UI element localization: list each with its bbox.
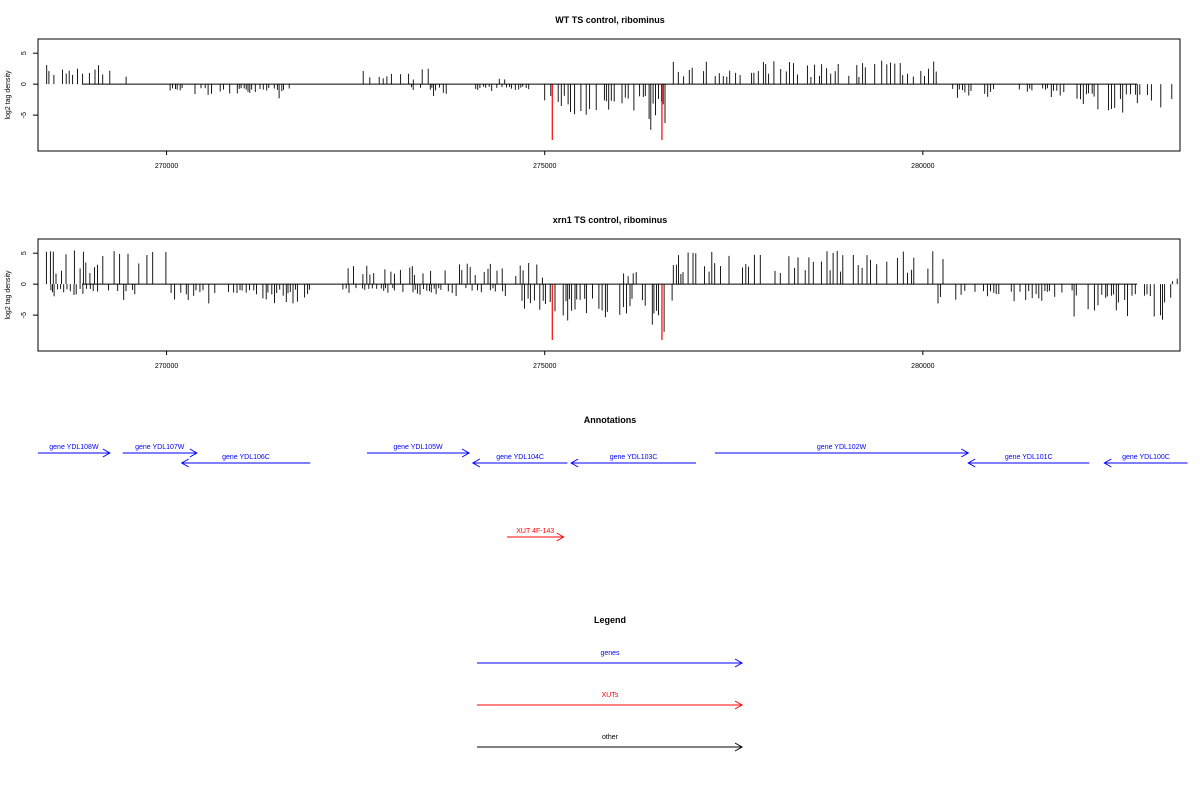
feature-label: XUT 4F-143 <box>516 528 554 535</box>
feature-label: gene YDL104C <box>496 454 544 461</box>
annotation-xut-4f-143: XUT 4F-143 <box>506 528 565 542</box>
feature-arrowhead <box>960 448 970 458</box>
annotation-gene-ydl101c: gene YDL101C <box>967 454 1090 468</box>
annotation-track: Annotations gene YDL108W gene YDL107Wgene… <box>38 415 1188 542</box>
annotation-gene-ydl107w: gene YDL107W <box>122 444 198 458</box>
feature-arrowhead <box>461 448 471 458</box>
annotation-gene-ydl102w: gene YDL102W <box>714 444 970 458</box>
x-tick-label: 280000 <box>911 163 934 170</box>
x-tick-label: 270000 <box>155 163 178 170</box>
y-tick-label: 0 <box>21 282 28 286</box>
feature-label: gene YDL107W <box>135 444 185 451</box>
wt-signal-bars <box>46 60 1173 140</box>
feature-arrowhead <box>1103 458 1112 468</box>
xrn1-signal-bars <box>45 250 1178 340</box>
wt-plot-frame <box>37 38 1181 152</box>
feature-label: gene YDL106C <box>222 454 270 461</box>
wt-x-axis: 270000 275000 280000 <box>155 151 935 170</box>
wt-y-axis: -5 0 5 <box>21 51 38 118</box>
legend-entry-other: other <box>477 734 744 752</box>
legend-entry-xut: XUTs <box>477 692 744 710</box>
legend-arrowhead <box>734 700 744 710</box>
legend-entry-gene: genes <box>477 650 744 668</box>
legend-arrowhead <box>734 742 744 752</box>
x-tick-label: 275000 <box>533 163 556 170</box>
legend-label: XUTs <box>602 692 619 699</box>
y-tick-label: -5 <box>21 312 28 318</box>
legend-entries: genes XUTs other <box>477 650 744 752</box>
x-tick-label: 280000 <box>911 363 934 370</box>
xrn1-panel-title: xrn1 TS control, ribominus <box>553 215 668 225</box>
xrn1-y-axis: -5 0 5 <box>21 251 38 318</box>
feature-label: gene YDL108W <box>49 444 99 451</box>
legend-title: Legend <box>594 615 626 625</box>
wt-signal-panel: WT TS control, ribominus -5 0 5 270000 2750… <box>5 15 1181 170</box>
legend-arrowhead <box>734 658 744 668</box>
feature-arrowhead <box>967 458 976 468</box>
legend: Legend genes XUTs other <box>477 615 744 752</box>
feature-label: gene YDL101C <box>1005 454 1053 461</box>
feature-arrowhead <box>471 458 481 468</box>
feature-label: gene YDL102W <box>817 444 867 451</box>
xrn1-x-axis: 270000 275000 280000 <box>155 351 935 370</box>
feature-label: gene YDL103C <box>610 454 658 461</box>
xrn1-plot-frame <box>37 238 1181 352</box>
annotation-gene-ydl104c: gene YDL104C <box>471 454 568 468</box>
wt-y-axis-label: log2 tag density <box>5 70 12 120</box>
annotation-gene-ydl105w: gene YDL105W <box>366 444 471 458</box>
wt-panel-title: WT TS control, ribominus <box>555 15 665 25</box>
feature-arrowhead <box>102 448 111 458</box>
x-tick-label: 270000 <box>155 363 178 370</box>
annotation-gene-ydl100c: gene YDL100C <box>1103 454 1188 468</box>
legend-label: genes <box>600 650 620 657</box>
annotation-gene-ydl108w: gene YDL108W <box>38 444 111 458</box>
feature-label: gene YDL105W <box>393 444 443 451</box>
xrn1-signal-panel: xrn1 TS control, ribominus -505 270000 27… <box>5 215 1181 370</box>
feature-arrowhead <box>570 458 579 468</box>
annotations-title: Annotations <box>584 415 637 425</box>
feature-label: gene YDL100C <box>1122 454 1170 461</box>
legend-label: other <box>602 734 619 741</box>
y-tick-label: 0 <box>21 82 28 86</box>
y-tick-label: 5 <box>21 51 28 55</box>
xrn1-y-axis-label: log2 tag density <box>5 270 12 320</box>
y-tick-label: 5 <box>21 251 28 255</box>
feature-arrowhead <box>556 532 565 542</box>
feature-arrowhead <box>189 448 198 458</box>
feature-arrowhead <box>180 458 189 468</box>
annotation-features: gene YDL108W gene YDL107W gene YDL106C gene… <box>38 444 1188 542</box>
y-tick-label: -5 <box>21 112 28 118</box>
annotation-gene-ydl106c: gene YDL106C <box>180 454 311 468</box>
annotation-gene-ydl103c: gene YDL103C <box>570 454 696 468</box>
x-tick-label: 275000 <box>533 363 556 370</box>
